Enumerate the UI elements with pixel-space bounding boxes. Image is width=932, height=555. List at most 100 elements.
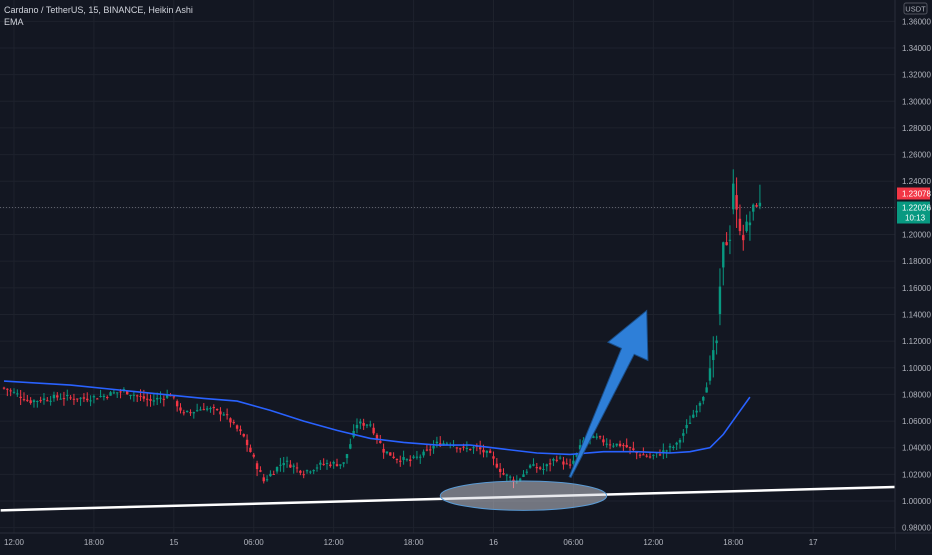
candle-body <box>508 476 512 478</box>
candle-body <box>385 451 389 454</box>
currency-badge[interactable] <box>903 2 928 15</box>
candle-body <box>365 424 369 426</box>
candle-body <box>359 421 362 424</box>
candle-body <box>478 447 482 450</box>
candle-body <box>76 398 79 400</box>
candle-body <box>642 454 645 456</box>
candle-body <box>488 450 492 453</box>
candle-body <box>648 456 652 458</box>
highlight-ellipse[interactable] <box>439 480 608 511</box>
candle-body <box>615 443 618 446</box>
candle-body <box>349 444 352 449</box>
candle-body <box>96 398 99 400</box>
candle-body <box>678 439 682 443</box>
candle-body <box>482 449 485 453</box>
candle-body <box>342 462 345 464</box>
candle-body <box>92 396 96 398</box>
candle-body <box>205 408 209 410</box>
candle-body <box>625 445 628 448</box>
candle-body <box>708 368 712 381</box>
candle-body <box>412 456 415 458</box>
candle-body <box>552 458 555 461</box>
candle-body <box>742 235 745 241</box>
overlay-drawings[interactable] <box>0 207 895 511</box>
candle-body <box>46 400 49 402</box>
candle-body <box>142 396 146 399</box>
candle-body <box>682 433 685 436</box>
candle-body <box>225 414 229 416</box>
price-axis[interactable]: USDT 0.98000 1.00000 1.02000 1.04000 1.06000 1… <box>894 0 932 550</box>
candle-body <box>738 218 742 232</box>
candle-body <box>19 396 22 399</box>
candle-body <box>219 411 222 415</box>
candle-body <box>195 410 199 412</box>
candle-body <box>9 390 12 392</box>
candle-body <box>375 434 379 439</box>
price-tick-label: 1.24000 <box>902 177 931 186</box>
candle-body <box>415 456 419 458</box>
candle-body <box>22 399 26 401</box>
candle-body <box>249 447 252 453</box>
candle-body <box>575 453 578 457</box>
price-tick-label: 1.12000 <box>902 337 931 346</box>
candle-body <box>299 470 302 473</box>
price-tick-label: 1.34000 <box>902 44 931 53</box>
candle-body <box>132 394 136 396</box>
candle-body <box>32 400 36 403</box>
candle-body <box>382 448 385 453</box>
candle-body <box>285 460 289 462</box>
candle-body <box>555 459 558 461</box>
candle-body <box>126 390 129 395</box>
candle-body <box>542 468 545 470</box>
time-tick-label: 16 <box>489 538 498 547</box>
candle-body <box>202 409 205 411</box>
up-arrow-drawing[interactable] <box>568 309 649 479</box>
candle-body <box>568 464 572 466</box>
candle-body <box>472 447 475 449</box>
candle-body <box>245 439 249 446</box>
candle-body <box>618 443 622 447</box>
candle-body <box>42 398 46 401</box>
currency-label: USDT <box>905 5 926 14</box>
bar-countdown-timer: 10:13 <box>905 214 926 223</box>
candle-body <box>635 452 638 454</box>
time-axis-background <box>0 533 895 550</box>
candle-body <box>16 393 19 395</box>
candle-body <box>548 463 552 465</box>
time-tick-label: 17 <box>809 538 818 547</box>
candle-body <box>235 425 239 429</box>
candle-body <box>199 409 202 411</box>
candle-body <box>459 448 462 450</box>
time-axis[interactable]: 12:00 18:00 15 06:00 12:00 18:00 16 06:00 12:00 1… <box>0 532 932 550</box>
time-tick-label: 12:00 <box>324 538 345 547</box>
price-tick-label: 1.14000 <box>902 310 931 319</box>
candle-body <box>535 467 538 469</box>
candle-body <box>442 443 445 445</box>
price-tick-label: 1.06000 <box>902 417 931 426</box>
candle-body <box>725 242 728 246</box>
candle-body <box>62 398 66 400</box>
candle-body <box>632 448 635 450</box>
candle-body <box>172 396 176 398</box>
candle-body <box>262 477 265 482</box>
candle-body <box>392 456 395 459</box>
time-tick-label: 06:00 <box>563 538 584 547</box>
candle-body <box>722 242 725 268</box>
candle-body <box>688 422 692 424</box>
candle-body <box>405 459 409 461</box>
candle-body <box>209 408 212 410</box>
candle-body <box>522 474 525 478</box>
candle-body <box>518 478 522 481</box>
grid <box>0 0 895 533</box>
candle-body <box>232 422 235 424</box>
candle-body <box>608 444 612 446</box>
candles <box>2 169 762 489</box>
last-price-label: 1.22026 <box>902 204 931 213</box>
time-tick-label: 18:00 <box>723 538 744 547</box>
candle-body <box>429 449 432 451</box>
candle-body <box>295 467 299 469</box>
price-tick-label: 1.02000 <box>902 470 931 479</box>
candle-body <box>309 471 312 473</box>
